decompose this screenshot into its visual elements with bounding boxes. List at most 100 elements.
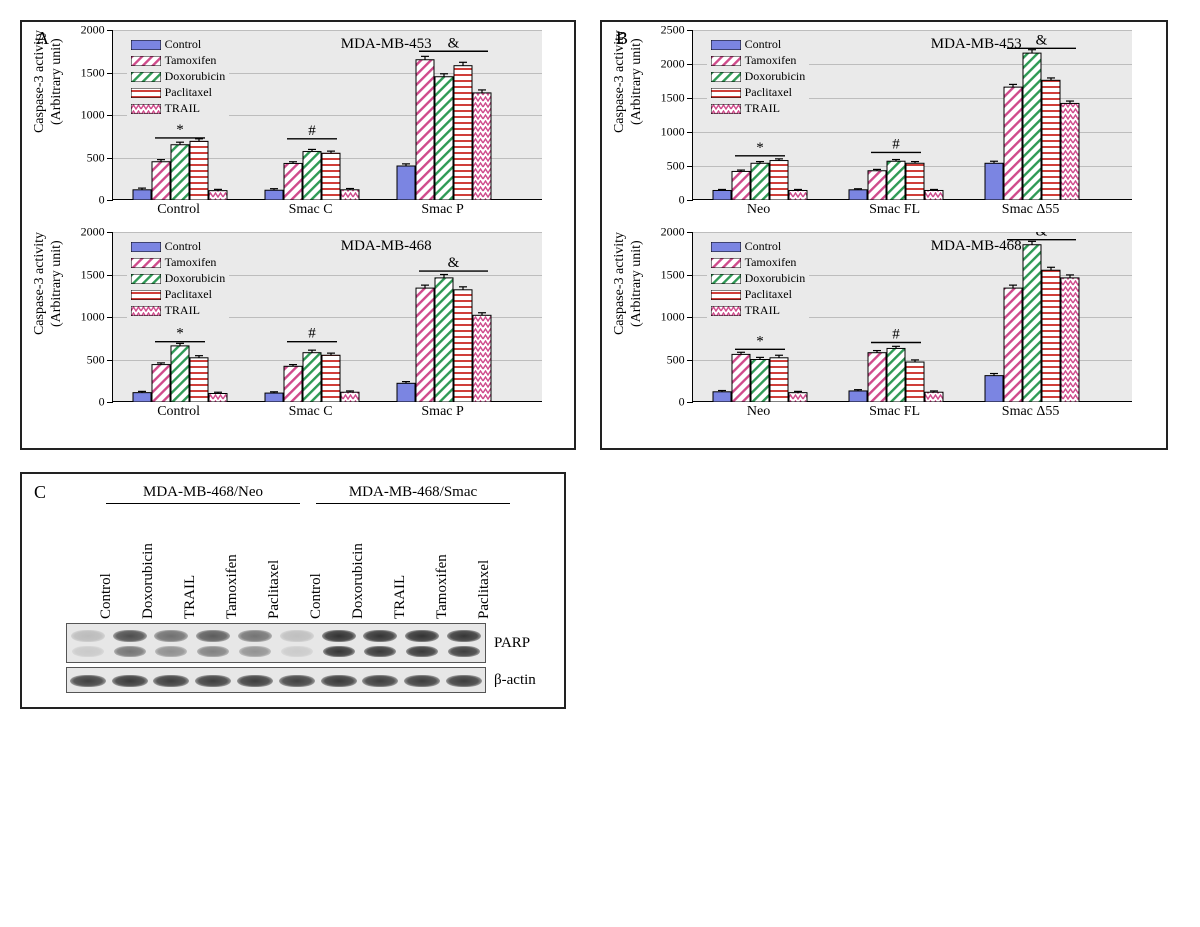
y-tick-label: 500	[667, 159, 685, 174]
legend-label: Doxorubicin	[745, 271, 806, 286]
bar	[770, 358, 788, 402]
bar	[713, 190, 731, 200]
wb-parp-row: PARP	[66, 623, 550, 663]
wb-band	[112, 675, 148, 687]
wb-lane-label: TRAIL	[182, 504, 224, 619]
legend: ControlTamoxifenDoxorubicinPaclitaxelTRA…	[707, 236, 810, 321]
bar	[1061, 278, 1079, 402]
sig-mark: #	[308, 123, 316, 139]
sig-mark: #	[892, 136, 900, 152]
chart-block: Caspase-3 activity(Arbitrary unit)050010…	[612, 232, 1156, 424]
bar	[171, 346, 189, 402]
legend-swatch	[131, 56, 161, 66]
wb-group-header-label: MDA-MB-468/Smac	[349, 484, 477, 500]
wb-parp-label: PARP	[494, 635, 530, 652]
bar	[713, 392, 731, 402]
legend-item: TRAIL	[131, 101, 226, 116]
bar	[789, 393, 807, 402]
wb-lane-label: TRAIL	[392, 504, 434, 619]
bar	[265, 393, 283, 402]
wb-band	[237, 675, 273, 687]
legend-label: Doxorubicin	[745, 69, 806, 84]
bar	[906, 362, 924, 402]
y-tick-label: 0	[99, 193, 105, 208]
wb-band	[406, 646, 438, 657]
top-row: A Caspase-3 activity(Arbitrary unit)0500…	[20, 20, 1180, 450]
wb-lane	[67, 624, 109, 662]
x-group-label: Smac C	[289, 404, 333, 420]
wb-band	[114, 646, 146, 657]
bar	[1023, 53, 1041, 200]
bar	[209, 394, 227, 403]
bar	[751, 360, 769, 403]
legend-item: TRAIL	[711, 303, 806, 318]
chart-frame: 0500100015002000MDA-MB-468*#&ControlTamo…	[650, 232, 1132, 424]
y-tick-label: 500	[87, 352, 105, 367]
bar	[849, 391, 867, 402]
legend-item: Doxorubicin	[711, 271, 806, 286]
legend-item: TRAIL	[711, 101, 806, 116]
x-group-label: Control	[157, 404, 200, 420]
wb-strip-actin	[66, 667, 486, 693]
wb-group-header-smac: MDA-MB-468/Smac	[308, 484, 518, 504]
y-tick-label: 2500	[661, 23, 685, 38]
x-group-label: Smac FL	[869, 202, 920, 218]
legend-label: TRAIL	[165, 101, 200, 116]
bar	[435, 278, 453, 402]
bar	[133, 393, 151, 402]
y-tick-label: 500	[87, 150, 105, 165]
legend-swatch	[711, 40, 741, 50]
x-group-label: Smac Δ55	[1002, 404, 1060, 420]
bar	[341, 392, 359, 402]
wb-band	[364, 646, 396, 657]
wb-band	[154, 630, 188, 642]
legend-label: TRAIL	[745, 101, 780, 116]
wb-band	[446, 675, 482, 687]
x-group-label: Smac P	[421, 404, 463, 420]
legend-item: Control	[711, 239, 806, 254]
chart-plot: 0500100015002000MDA-MB-453*#&ControlTamo…	[112, 30, 542, 200]
sig-mark: #	[308, 326, 316, 342]
bar	[171, 145, 189, 200]
bar	[868, 171, 886, 200]
bar	[732, 171, 750, 200]
x-axis-labels: Control Smac C Smac P	[112, 402, 542, 424]
wb-lane-label: Paclitaxel	[266, 504, 308, 619]
wb-band	[404, 675, 440, 687]
legend-item: TRAIL	[131, 303, 226, 318]
y-tick-label: 1000	[661, 310, 685, 325]
wb-band	[239, 646, 271, 657]
wb-band	[197, 646, 229, 657]
legend-swatch	[131, 306, 161, 316]
wb-actin-row: β-actin	[66, 667, 550, 693]
bar	[868, 353, 886, 402]
bar	[1004, 288, 1022, 402]
legend-swatch	[711, 88, 741, 98]
wb-lane	[109, 668, 151, 692]
bar	[341, 190, 359, 200]
wb-band	[238, 630, 272, 642]
chart-frame: 05001000150020002500MDA-MB-453*#&Control…	[650, 30, 1132, 222]
wb-band	[362, 675, 398, 687]
wb-lane-label: Paclitaxel	[476, 504, 518, 619]
y-tick-label: 2000	[81, 23, 105, 38]
wb-band	[447, 630, 481, 642]
bar	[435, 77, 453, 200]
bar	[416, 60, 434, 200]
y-tick-label: 0	[679, 395, 685, 410]
wb-lane-labels: ControlDoxorubicinTRAILTamoxifenPaclitax…	[66, 504, 550, 619]
legend-label: Doxorubicin	[165, 69, 226, 84]
y-tick-label: 0	[99, 395, 105, 410]
wb-band	[363, 630, 397, 642]
legend-item: Tamoxifen	[131, 53, 226, 68]
bar	[454, 66, 472, 200]
bar	[322, 153, 340, 200]
x-group-label: Neo	[747, 404, 770, 420]
bar	[322, 355, 340, 402]
legend-swatch	[131, 258, 161, 268]
legend-label: Doxorubicin	[165, 271, 226, 286]
panel-c: C MDA-MB-468/Neo MDA-MB-468/Smac Control…	[20, 472, 566, 709]
chart-block: Caspase-3 activity(Arbitrary unit)050010…	[612, 30, 1156, 222]
wb-lane	[151, 624, 193, 662]
legend-swatch	[131, 274, 161, 284]
